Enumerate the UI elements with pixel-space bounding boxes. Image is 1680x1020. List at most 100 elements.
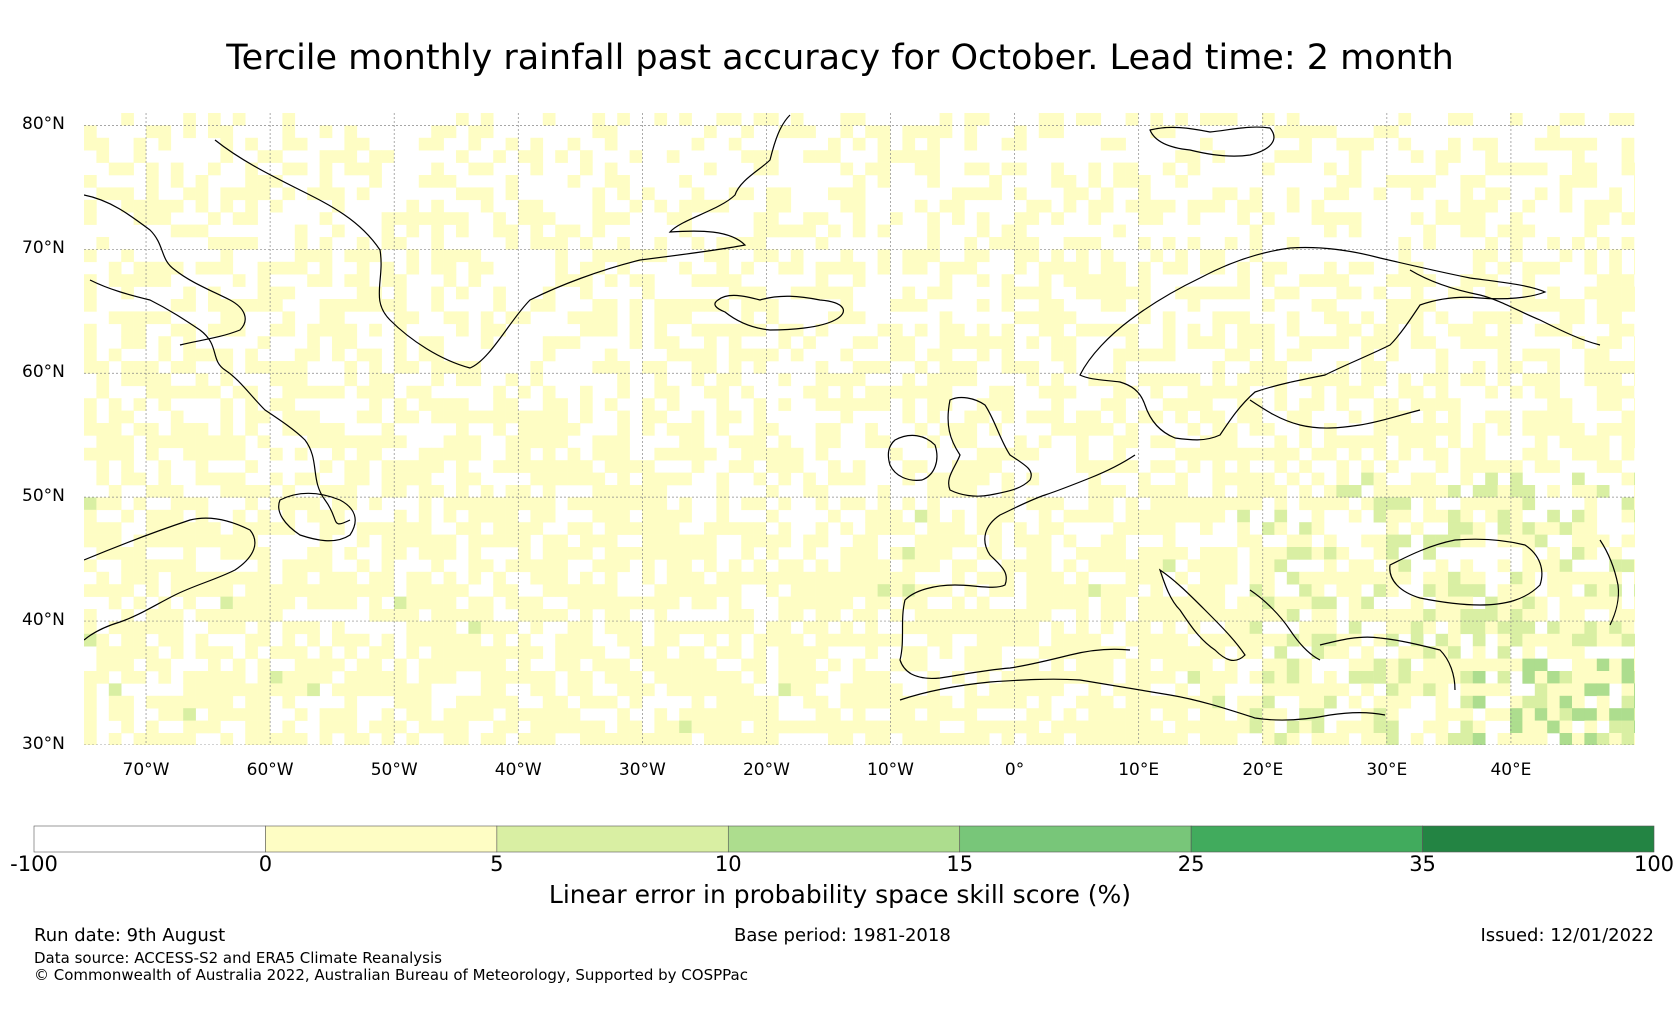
skill-cell — [642, 683, 655, 697]
skill-cell — [1522, 348, 1536, 362]
skill-cell — [815, 695, 829, 709]
skill-cell — [270, 596, 283, 610]
skill-cell — [1510, 113, 1523, 126]
skill-cell — [1373, 187, 1387, 201]
skill-cell — [1634, 720, 1635, 734]
skill-cell — [1014, 261, 1027, 275]
skill-cell — [1324, 261, 1337, 275]
skill-cell — [679, 547, 692, 560]
skill-cell — [1274, 683, 1288, 697]
skill-cell — [1138, 485, 1151, 498]
skill-cell — [964, 720, 978, 734]
skill-cell — [1510, 224, 1523, 238]
skill-cell — [84, 299, 97, 312]
skill-cell — [592, 497, 606, 511]
skill-cell — [828, 596, 841, 610]
skill-cell — [1547, 125, 1560, 139]
skill-cell — [418, 497, 432, 511]
skill-cell — [1212, 733, 1226, 745]
skill-cell — [307, 423, 320, 436]
skill-cell — [195, 447, 209, 461]
skill-cell — [294, 410, 308, 424]
skill-cell — [939, 274, 953, 287]
skill-cell — [629, 199, 643, 213]
skill-cell — [418, 547, 432, 560]
skill-cell — [332, 522, 345, 535]
skill-cell — [146, 609, 159, 622]
skill-cell — [319, 584, 333, 597]
skill-cell — [443, 274, 457, 287]
skill-cell — [1274, 447, 1288, 461]
skill-cell — [617, 671, 630, 684]
skill-cell — [208, 522, 221, 535]
skill-cell — [195, 435, 209, 449]
coast-baffin — [84, 194, 246, 346]
skill-cell — [1150, 646, 1164, 659]
skill-cell — [766, 224, 779, 238]
skill-cell — [505, 671, 519, 684]
skill-cell — [1113, 286, 1126, 300]
skill-cell — [976, 472, 990, 486]
skill-cell — [208, 299, 221, 312]
skill-cell — [1361, 658, 1374, 672]
skill-cell — [1348, 559, 1362, 573]
skill-cell — [1584, 497, 1598, 511]
skill-cell — [1361, 497, 1374, 511]
skill-cell — [121, 286, 134, 300]
colorbar-segment — [33, 825, 266, 853]
skill-cell — [567, 423, 581, 436]
skill-cell — [1621, 113, 1635, 126]
skill-cell — [1596, 373, 1610, 387]
skill-cell — [1435, 671, 1449, 684]
skill-cell — [1460, 708, 1474, 721]
skill-cell — [1063, 361, 1077, 374]
skill-cell — [877, 671, 891, 684]
skill-cell — [1051, 497, 1064, 511]
skill-cell — [542, 485, 556, 498]
skill-cell — [245, 733, 258, 745]
skill-cell — [394, 336, 407, 349]
skill-cell — [1373, 547, 1387, 560]
skill-cell — [108, 547, 122, 560]
skill-cell — [555, 609, 568, 622]
skill-cell — [505, 497, 519, 511]
skill-cell — [232, 522, 246, 535]
skill-cell — [1596, 695, 1610, 709]
skill-cell — [394, 361, 407, 374]
skill-cell — [865, 336, 878, 349]
skill-cell — [1609, 708, 1622, 721]
skill-cell — [518, 385, 531, 399]
skill-cell — [1038, 311, 1052, 325]
skill-cell — [1113, 534, 1126, 548]
skill-cell — [1336, 175, 1350, 188]
skill-cells — [84, 113, 1635, 745]
skill-cell — [1435, 571, 1449, 585]
skill-cell — [431, 137, 444, 151]
skill-cell — [1572, 621, 1585, 635]
skill-cell — [294, 224, 308, 238]
skill-cell — [493, 621, 506, 635]
skill-cell — [369, 373, 382, 387]
skill-cell — [939, 336, 953, 349]
skill-cell — [332, 720, 345, 734]
skill-cell — [344, 671, 358, 684]
skill-cell — [890, 720, 903, 734]
skill-cell — [1634, 695, 1635, 709]
skill-cell — [1460, 224, 1474, 238]
skill-cell — [1361, 571, 1374, 585]
skill-cell — [170, 435, 184, 449]
skill-cell — [1088, 509, 1102, 523]
skill-cell — [790, 596, 804, 610]
skill-cell — [1212, 571, 1226, 585]
skill-cell — [1386, 323, 1399, 337]
skill-cell — [270, 522, 283, 535]
skill-cell — [1262, 708, 1275, 721]
skill-cell — [257, 509, 271, 523]
skill-cell — [356, 472, 370, 486]
skill-cell — [555, 435, 568, 449]
skill-cell — [332, 187, 345, 201]
skill-cell — [1497, 311, 1511, 325]
skill-cell — [121, 633, 134, 647]
skill-cell — [1113, 224, 1126, 238]
skill-cell — [716, 695, 730, 709]
